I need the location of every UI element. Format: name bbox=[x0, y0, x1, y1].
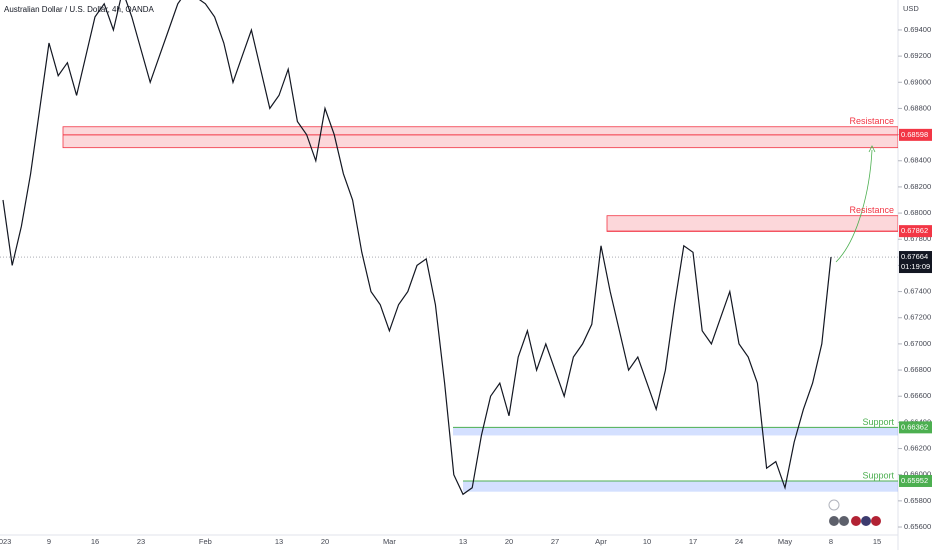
plot-area bbox=[0, 0, 898, 496]
x-tick-label: 17 bbox=[689, 537, 697, 546]
y-tick-label: 0.66800 bbox=[904, 365, 931, 374]
y-tick-label: 0.67800 bbox=[904, 234, 931, 243]
y-tick-label: 0.67400 bbox=[904, 287, 931, 296]
level-zone bbox=[606, 215, 898, 232]
event-icons bbox=[828, 499, 881, 526]
level-price-label: 0.68598 bbox=[901, 130, 928, 139]
y-tick-label: 0.67000 bbox=[904, 339, 931, 348]
y-tick-label: 0.66200 bbox=[904, 444, 931, 453]
level-zone bbox=[453, 427, 898, 436]
level-zone bbox=[463, 481, 898, 492]
level-name: Support bbox=[862, 471, 894, 481]
x-tick-label: Mar bbox=[383, 537, 396, 546]
level-name: Resistance bbox=[849, 116, 894, 126]
level-name: Support bbox=[862, 417, 894, 427]
level-price-label: 0.67862 bbox=[901, 226, 928, 235]
x-tick-label: 15 bbox=[873, 537, 881, 546]
x-tick-label: 16 bbox=[91, 537, 99, 546]
last-price-box bbox=[899, 251, 932, 274]
y-tick-label: 0.69400 bbox=[904, 25, 931, 34]
y-tick-label: 0.65800 bbox=[904, 496, 931, 505]
x-tick-label: 2023 bbox=[0, 537, 11, 546]
x-tick-label: 20 bbox=[321, 537, 329, 546]
y-tick-label: 0.68400 bbox=[904, 156, 931, 165]
y-tick-label: 0.65600 bbox=[904, 522, 931, 531]
x-tick-label: 23 bbox=[137, 537, 145, 546]
y-tick-label: 0.69000 bbox=[904, 77, 931, 86]
level-price-box bbox=[899, 421, 932, 434]
x-tick-label: 13 bbox=[275, 537, 283, 546]
x-tick-label: 27 bbox=[551, 537, 559, 546]
level-price-box bbox=[899, 474, 932, 487]
x-tick-label: 20 bbox=[505, 537, 513, 546]
projection-arrow bbox=[835, 149, 873, 263]
x-tick-label: Feb bbox=[199, 537, 212, 546]
level-zone bbox=[62, 126, 898, 149]
y-tick-label: 0.68200 bbox=[904, 182, 931, 191]
currency-label: USD bbox=[903, 4, 919, 13]
arrow-head bbox=[868, 145, 876, 153]
y-tick-label: 0.66000 bbox=[904, 470, 931, 479]
level-price-label: 0.66362 bbox=[901, 422, 928, 431]
y-tick-label: 0.66600 bbox=[904, 391, 931, 400]
y-tick-label: 0.68800 bbox=[904, 103, 931, 112]
x-tick-label: 9 bbox=[47, 537, 51, 546]
last-price-label: 0.67664 bbox=[901, 252, 928, 261]
level-name: Resistance bbox=[849, 205, 894, 215]
y-tick-label: 0.69200 bbox=[904, 51, 931, 60]
chart-title: Australian Dollar / U.S. Dollar, 4h, OAN… bbox=[4, 5, 154, 14]
countdown-label: 01:19:09 bbox=[901, 262, 930, 271]
level-price-box bbox=[899, 225, 932, 238]
y-tick-label: 0.67200 bbox=[904, 313, 931, 322]
x-tick-label: 8 bbox=[829, 537, 833, 546]
x-tick-label: 24 bbox=[735, 537, 743, 546]
x-tick-label: May bbox=[778, 537, 792, 546]
level-price-label: 0.65952 bbox=[901, 476, 928, 485]
x-tick-label: Apr bbox=[595, 537, 607, 546]
x-tick-label: 13 bbox=[459, 537, 467, 546]
level-price-box bbox=[899, 128, 932, 141]
x-tick-label: 10 bbox=[643, 537, 651, 546]
price-line bbox=[2, 0, 832, 496]
y-tick-label: 0.68000 bbox=[904, 208, 931, 217]
